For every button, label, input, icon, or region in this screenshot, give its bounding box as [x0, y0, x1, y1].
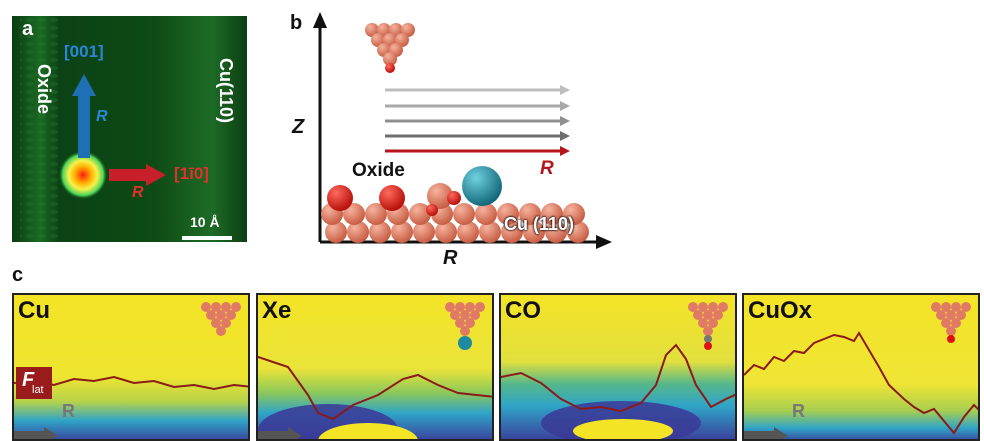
- arrow-up-icon: [72, 74, 96, 96]
- force-map-xe: [258, 295, 492, 439]
- flat-label-main: F: [22, 369, 35, 391]
- microscopy-map: [12, 16, 247, 242]
- tip-xe-icon: [445, 302, 485, 350]
- scale-bar-line: [182, 236, 232, 240]
- map-panel-cu: Cu F lat R: [12, 293, 250, 441]
- axis-z-label: Z: [292, 116, 305, 138]
- xe-atom: [462, 166, 502, 206]
- label-r-right: R: [132, 184, 144, 201]
- label-r-up: R: [96, 108, 108, 125]
- schematic-diagram: [313, 12, 612, 249]
- label-cu110: Cu(110): [216, 58, 236, 124]
- force-map-cuox: [744, 295, 978, 439]
- label-oxide: Oxide: [34, 64, 54, 115]
- afm-tip-icon: [365, 23, 415, 73]
- label-dir-110: [1ī0]: [174, 164, 209, 183]
- map-label-co: CO: [505, 297, 541, 324]
- axis-r-arrow-icon: [596, 235, 612, 249]
- label-r-red: R: [540, 158, 554, 179]
- label-oxide-b: Oxide: [352, 160, 405, 181]
- arrow-right-icon: [146, 164, 166, 186]
- force-curve-cuox: [744, 331, 978, 435]
- force-curve-co: [501, 343, 735, 413]
- map-label-xe: Xe: [262, 297, 292, 324]
- map-label-cu: Cu: [18, 297, 50, 324]
- axis-z-arrow-icon: [313, 12, 327, 28]
- map-panel-xe: Xe: [256, 293, 494, 441]
- scan-arrow-icon: [288, 427, 302, 439]
- tip-icon: [201, 302, 241, 336]
- tip-oxygen-icon: [931, 302, 971, 343]
- force-curve-xe: [258, 356, 492, 421]
- flat-label-sub: lat: [32, 384, 44, 396]
- panel-a-letter: a: [22, 18, 34, 40]
- scale-bar-label: 10 Å: [190, 214, 220, 230]
- map-label-cuox: CuOx: [748, 297, 813, 324]
- panel-c-letter: c: [12, 264, 24, 286]
- axis-r-label: R: [443, 247, 458, 269]
- force-map-co: [501, 295, 735, 439]
- map-panel-co: CO: [499, 293, 737, 441]
- flat-badge: F lat: [16, 367, 52, 399]
- microscopy-image: Oxide Cu(110) [001] R [1ī0] R 10 Å: [12, 16, 247, 242]
- surface-atoms: [321, 166, 589, 243]
- r-label-cu: R: [62, 401, 75, 421]
- label-cu110-b: Cu (110): [504, 214, 575, 234]
- panel-b-letter: b: [290, 12, 303, 34]
- tip-co-icon: [688, 302, 728, 350]
- tip-spot: [59, 151, 107, 199]
- scan-arrow-icon: [774, 427, 788, 439]
- force-map-cu: [14, 295, 248, 439]
- r-label-cuox: R: [792, 401, 805, 421]
- force-curve-cu: [14, 375, 248, 391]
- label-dir-001: [001]: [64, 42, 104, 61]
- map-panel-cuox: CuOx R: [742, 293, 980, 441]
- scan-arrow-icon: [44, 427, 58, 439]
- scan-arrows: [385, 85, 570, 156]
